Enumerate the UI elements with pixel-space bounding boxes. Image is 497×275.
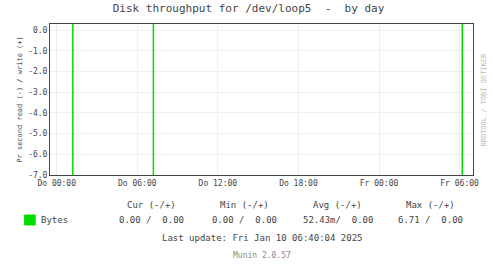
svg-text:Pr second read (-) / write (+): Pr second read (-) / write (+)	[16, 36, 24, 162]
svg-text:-1.0: -1.0	[28, 47, 47, 56]
svg-text:Cur (-/+): Cur (-/+)	[127, 200, 176, 210]
svg-text:-3.0: -3.0	[28, 88, 47, 97]
svg-text:Do 18:00: Do 18:00	[279, 179, 318, 188]
svg-text:6.71 / 0.00: 6.71 / 0.00	[398, 215, 463, 225]
svg-text:52.43m/ 0.00: 52.43m/ 0.00	[303, 215, 373, 225]
svg-text:-4.0: -4.0	[28, 109, 47, 118]
svg-text:Do 00:00: Do 00:00	[37, 179, 76, 188]
svg-text:0.00 / 0.00: 0.00 / 0.00	[119, 215, 184, 225]
svg-text:Fr 00:00: Fr 00:00	[360, 179, 399, 188]
svg-text:-2.0: -2.0	[28, 67, 47, 76]
svg-text:Min (-/+): Min (-/+)	[220, 200, 269, 210]
svg-text:Bytes: Bytes	[41, 215, 68, 225]
svg-text:-5.0: -5.0	[28, 129, 47, 138]
svg-text:0.00 / 0.00: 0.00 / 0.00	[212, 215, 277, 225]
svg-text:0.0: 0.0	[33, 26, 48, 35]
svg-text:Munin 2.0.57: Munin 2.0.57	[233, 251, 291, 260]
svg-text:Do 12:00: Do 12:00	[199, 179, 238, 188]
svg-text:Last update: Fri Jan 10 06:40:: Last update: Fri Jan 10 06:40:04 2025	[162, 233, 362, 243]
svg-text:Disk throughput for /dev/loop5: Disk throughput for /dev/loop5 - by day	[113, 2, 385, 15]
svg-text:Fr 06:00: Fr 06:00	[440, 179, 479, 188]
svg-text:-7.0: -7.0	[28, 171, 47, 180]
svg-text:RRDTOOL / TOBI OETIKER: RRDTOOL / TOBI OETIKER	[480, 53, 488, 147]
svg-text:Do 06:00: Do 06:00	[118, 179, 157, 188]
svg-text:Avg (-/+): Avg (-/+)	[313, 200, 362, 210]
svg-text:-6.0: -6.0	[28, 150, 47, 159]
svg-text:Max (-/+): Max (-/+)	[406, 200, 455, 210]
